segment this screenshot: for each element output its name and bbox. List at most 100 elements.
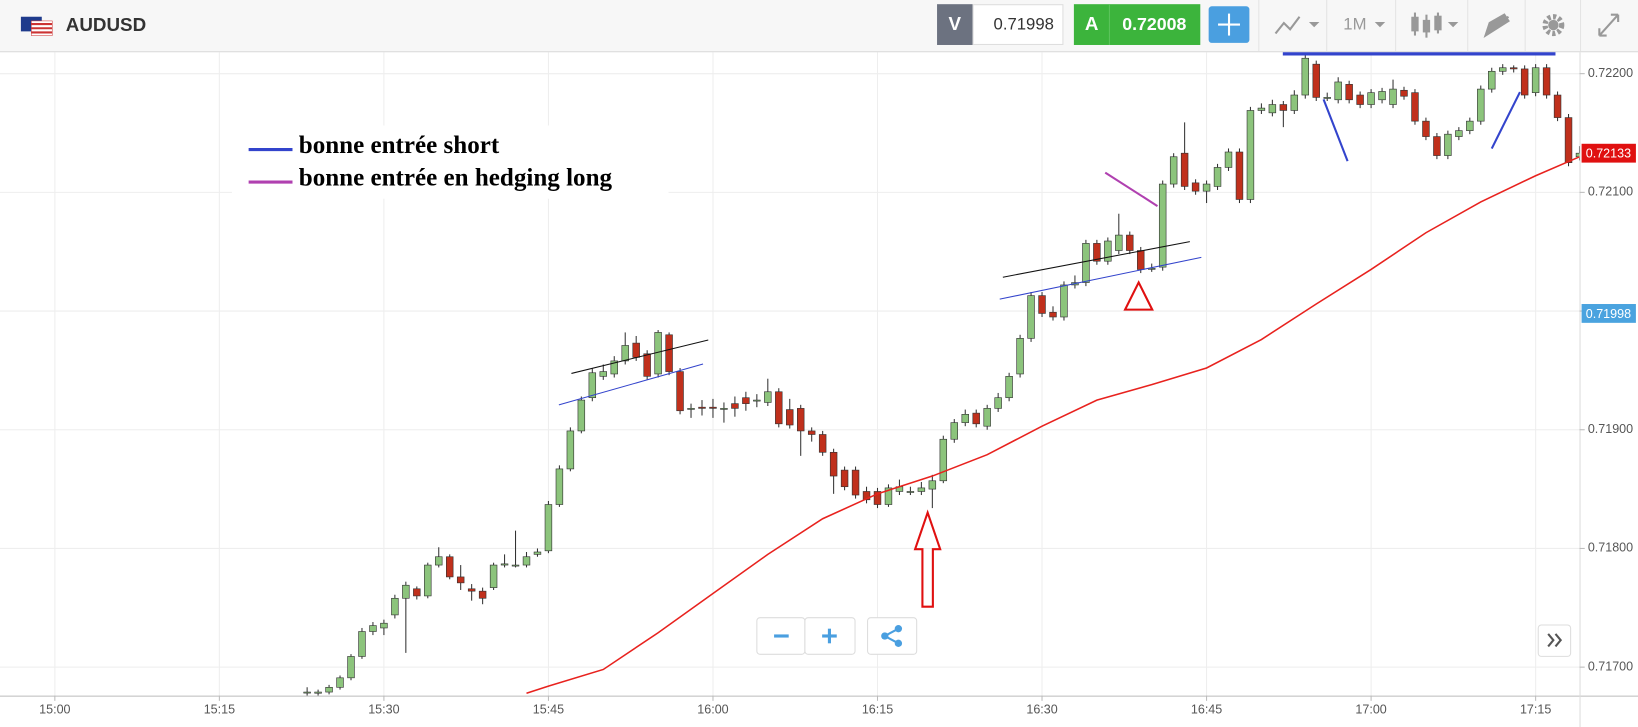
candle-body xyxy=(424,564,432,597)
candle-body xyxy=(1422,120,1430,137)
moving-average-line xyxy=(526,156,1580,694)
candle-body xyxy=(325,686,333,693)
buy-button[interactable] xyxy=(1073,4,1201,45)
candle-body xyxy=(676,371,684,412)
candle-body xyxy=(1312,63,1320,98)
candle xyxy=(1169,153,1178,188)
candle xyxy=(665,332,673,376)
candle-body xyxy=(1279,104,1288,111)
candle xyxy=(1126,231,1134,255)
candle xyxy=(1367,89,1375,109)
candle-body xyxy=(1213,167,1222,187)
candle xyxy=(1334,77,1342,104)
candle-body xyxy=(1400,89,1408,97)
x-tick-label: 15:30 xyxy=(368,703,399,717)
candle xyxy=(851,466,860,499)
candle xyxy=(1213,163,1222,190)
candle-body xyxy=(731,403,739,409)
candle xyxy=(511,530,520,568)
buy-price: 0.72008 xyxy=(1122,14,1186,34)
candle-body xyxy=(786,409,794,426)
flag-icon xyxy=(20,16,53,36)
candle-body xyxy=(1191,182,1200,192)
x-tick-label: 16:00 xyxy=(697,703,728,717)
candle-body xyxy=(873,491,882,505)
candle-body xyxy=(500,563,509,566)
candle xyxy=(1301,54,1309,99)
candle xyxy=(1356,91,1364,109)
candle-body xyxy=(1367,92,1375,105)
candle-body xyxy=(599,371,607,377)
candle-body xyxy=(1038,295,1046,314)
candle-body xyxy=(544,504,553,552)
candle-body xyxy=(1455,130,1463,137)
sell-button[interactable] xyxy=(937,4,973,45)
candle-body xyxy=(1378,91,1386,101)
price-tag xyxy=(1581,143,1636,163)
legend-label: bonne entrée short xyxy=(299,132,500,159)
candle xyxy=(1509,65,1518,73)
candle-body xyxy=(1542,67,1551,96)
candle xyxy=(1520,65,1529,99)
candle xyxy=(807,427,816,442)
candle-body xyxy=(511,564,520,567)
candle xyxy=(1235,148,1244,204)
candle xyxy=(435,547,443,568)
candle xyxy=(829,448,838,494)
candle-body xyxy=(939,438,948,482)
candle xyxy=(413,586,421,600)
candle-body xyxy=(1564,117,1573,164)
candle xyxy=(654,330,662,378)
sell-label: V xyxy=(949,13,962,34)
candle-body xyxy=(1246,110,1255,200)
x-tick-label: 16:30 xyxy=(1026,703,1057,717)
candle-body xyxy=(665,334,673,372)
price-tag-label: 0.72133 xyxy=(1586,147,1631,161)
candle-body xyxy=(994,397,1002,409)
x-tick-label: 16:15 xyxy=(862,703,893,717)
candle xyxy=(1531,64,1540,97)
candle-body xyxy=(1082,243,1090,283)
candle-body xyxy=(818,434,827,453)
candle xyxy=(1290,90,1299,115)
candle xyxy=(500,554,509,568)
candle-body xyxy=(347,656,355,679)
candle xyxy=(1246,106,1255,204)
scroll-right-button[interactable] xyxy=(1537,624,1572,657)
candle xyxy=(325,684,333,695)
candle-body xyxy=(1093,243,1101,262)
candle xyxy=(818,430,827,456)
x-tick-label: 17:15 xyxy=(1520,703,1551,717)
candle xyxy=(347,654,355,681)
candle xyxy=(862,486,871,504)
candle-body xyxy=(1180,152,1189,187)
candle-body xyxy=(303,691,311,694)
candle xyxy=(446,554,454,580)
candle xyxy=(884,484,893,507)
annotations xyxy=(558,52,1556,608)
candle-body xyxy=(698,406,706,409)
zoom-controls[interactable] xyxy=(756,617,918,655)
candle-body xyxy=(1345,84,1353,101)
candle-body xyxy=(588,372,597,399)
sell-price-box[interactable] xyxy=(972,4,1064,45)
candle-body xyxy=(1126,234,1134,251)
candle-body xyxy=(1115,234,1123,251)
candle-body xyxy=(1323,97,1331,99)
candle xyxy=(1060,281,1068,321)
candle-body xyxy=(1389,88,1397,105)
candle-body xyxy=(1016,338,1024,375)
candle-body xyxy=(478,590,487,599)
candle-body xyxy=(1477,88,1485,122)
candle-body xyxy=(775,391,783,425)
candle xyxy=(906,486,915,496)
candle xyxy=(1257,103,1266,115)
candle xyxy=(566,427,575,472)
candle xyxy=(928,474,937,509)
candle-body xyxy=(928,480,937,490)
timeframe[interactable]: 1M xyxy=(1343,15,1366,34)
candle xyxy=(1180,122,1189,190)
candle-body xyxy=(917,487,926,492)
